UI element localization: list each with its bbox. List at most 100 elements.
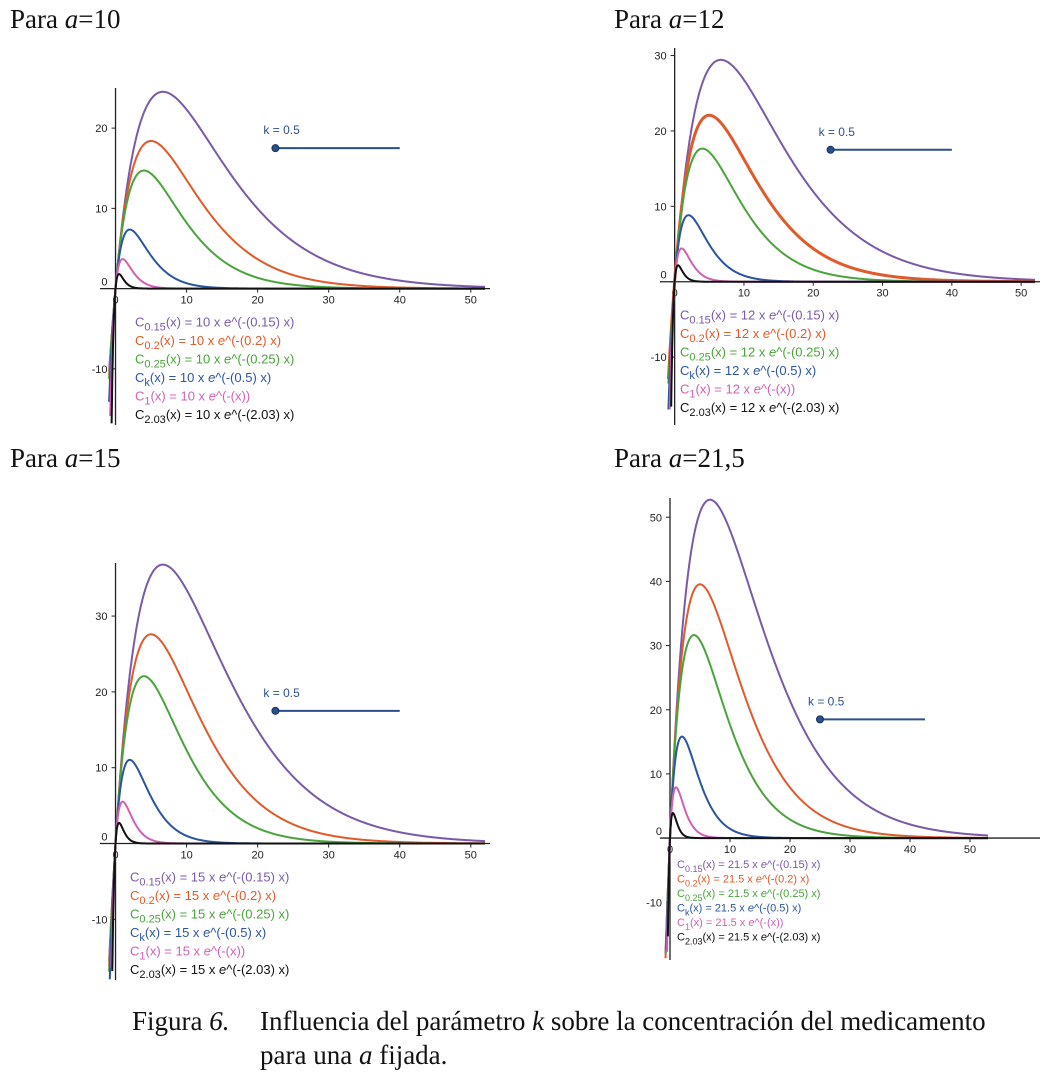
legend-sub: 0.15 [139,877,160,889]
x-tick-label: 30 [876,288,888,300]
panel-title-prefix: Para [614,443,669,473]
k-slider-handle[interactable] [826,145,835,154]
legend-entry: C2.03(x) = 10 x e^(-(2.03) x) [135,407,294,426]
legend-entry: Ck(x) = 21.5 x e^(-(0.5) x) [677,903,801,918]
legend-expr-e: e [213,888,220,903]
legend-entry: C2.03(x) = 12 x e^(-(2.03) x) [680,400,839,419]
legend-expr-e: e [209,389,216,404]
legend-expr-suffix: ^(-(x)) [761,382,795,397]
y-tick-label: 0 [656,826,662,838]
legend-entry: C0.25(x) = 15 x e^(-(0.25) x) [130,907,289,926]
legend-sub: 2.03 [139,969,160,981]
curve-0-15 [664,498,989,954]
y-tick-label: 20 [95,123,107,135]
legend-expr-prefix: (x) = 15 x [146,944,204,959]
legend-label: C [130,888,139,903]
caption-k-var: k [532,1006,545,1036]
legend-entry: C1(x) = 12 x e^(-(x)) [680,382,795,401]
legend-entry: C2.03(x) = 21.5 x e^(-(2.03) x) [677,932,820,947]
legend-expr-prefix: (x) = 10 x [166,407,224,422]
legend-label: C [130,870,139,885]
legend-expr-suffix: ^(-(0.2) x) [220,888,276,903]
legend-sub: 2.03 [689,407,710,419]
y-tick-label: 0 [661,270,667,282]
legend-expr-prefix: (x) = 12 x [696,382,754,397]
curve-0-15 [108,90,486,372]
caption-text-2: sobre la concentración del medicamento p… [260,1006,986,1070]
legend-entry: C0.15(x) = 21.5 x e^(-(0.15) x) [677,859,820,874]
legend-label: C [677,917,685,929]
k-slider-handle[interactable] [816,715,824,724]
legend-expr-e: e [748,917,754,929]
legend-expr-e: e [756,874,762,886]
legend-expr-suffix: ^(-(0.15) x) [776,308,839,323]
x-tick-label: 50 [465,850,477,862]
legend-entry: C0.15(x) = 10 x e^(-(0.15) x) [135,315,294,334]
legend-expr-suffix: ^(-(2.03) x) [776,400,839,415]
k-slider-handle[interactable] [271,144,280,153]
legend-expr-suffix: ^(-(2.03) x) [767,932,820,944]
legend-label: C [135,407,144,422]
plot-a215: 0 10 20 30 40 50 -10 0 10 20 30 40 50 k = 0.5 C0.15(x)… [640,490,1040,960]
panel-title-a15: Para a=15 [10,443,120,474]
y-tick-label: 10 [95,763,107,775]
legend-expr-prefix: (x) = 10 x [166,352,224,367]
legend-expr-suffix: ^(-(2.03) x) [231,407,294,422]
legend-sub: 0.2 [689,333,704,345]
panel-title-value: 10 [93,4,121,34]
legend-label: C [130,944,139,959]
legend-label: C [677,874,685,886]
x-tick-label: 40 [946,288,958,300]
legend-sub: 0.2 [139,895,154,907]
legend-expr-prefix: (x) = 21.5 x [702,859,760,871]
y-tick-label: 50 [650,512,662,524]
caption-text-1: Influencia del parámetro [260,1006,533,1036]
y-tick-label: 30 [650,641,662,653]
panel-title-prefix: Para [614,4,669,34]
x-tick-label: 50 [964,844,976,856]
legend-expr-prefix: (x) = 10 x [160,333,218,348]
x-tick-label: 30 [323,850,335,862]
legend-expr-e: e [208,370,215,385]
legend-label: C [135,333,144,348]
legend-expr-prefix: (x) = 15 x [161,962,219,977]
legend-expr-suffix: ^(-(0.5) x) [215,370,271,385]
y-tick-label: -10 [646,897,662,909]
caption-text: Influencia del parámetro k sobre la conc… [260,1004,1010,1072]
legend-expr-e: e [218,333,225,348]
legend-expr-e: e [748,903,754,915]
legend-label: C [680,308,689,323]
legend-sub: 0.25 [685,893,703,903]
panel-title-var: a [64,4,79,34]
legend-expr-e: e [769,345,776,360]
legend-sub: 1 [144,396,150,408]
y-tick-label: 0 [101,277,107,289]
curve-0-15 [108,563,486,961]
legend-expr-e: e [203,925,210,940]
curve-2-03 [670,264,1036,407]
x-tick-label: 30 [844,844,856,856]
legend-sub: 0.25 [144,359,165,371]
caption-label-number: 6. [209,1006,230,1036]
x-tick-label: 40 [394,295,406,307]
legend-expr-e: e [224,315,231,330]
legend-entry: C0.2(x) = 10 x e^(-(0.2) x) [135,333,281,352]
legend-expr-suffix: ^(-(x)) [211,944,245,959]
k-slider-label: k = 0.5 [263,686,300,700]
k-slider-handle[interactable] [271,706,280,715]
x-tick-label: 10 [724,844,736,856]
legend-expr-prefix: (x) = 10 x [166,315,224,330]
x-tick-label: 10 [738,288,750,300]
legend-expr-prefix: (x) = 21.5 x [689,903,747,915]
legend-entry: C1(x) = 15 x e^(-(x)) [130,944,245,963]
legend-sub: 0.25 [139,914,160,926]
panel-title-a12: Para a=12 [614,4,724,35]
legend-label: C [130,925,139,940]
curve-2-03 [110,273,486,424]
panel-title-value: 15 [93,443,121,473]
legend-expr-prefix: (x) = 15 x [155,888,213,903]
legend-entry: C2.03(x) = 15 x e^(-(2.03) x) [130,962,289,981]
